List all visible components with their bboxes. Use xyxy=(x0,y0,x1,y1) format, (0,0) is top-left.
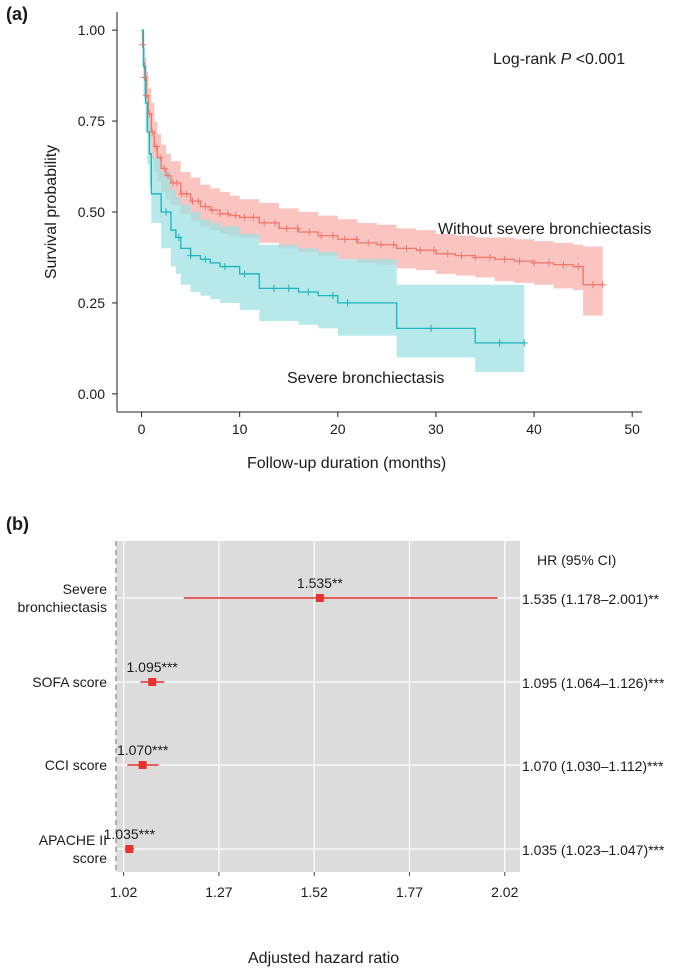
row-label-line: CCI score xyxy=(45,757,107,773)
hr-point xyxy=(125,845,134,853)
series-label-without-severe: Without severe bronchiectasis xyxy=(438,221,651,238)
row-label: CCI score xyxy=(45,757,107,773)
x-tick-label: 0 xyxy=(138,421,146,437)
row-label-line: score xyxy=(73,850,107,866)
y-tick-label: 1.00 xyxy=(78,22,105,38)
y-axis-title: Survival probability xyxy=(43,145,60,279)
forest-row: 1.035***APACHE II score 1.035 (1.023–1.047… xyxy=(39,826,665,866)
row-label: Severe bronchiectasis xyxy=(18,581,108,615)
x-tick-label: 30 xyxy=(428,421,444,437)
ci-band-severe-bronchiectasis xyxy=(141,30,525,372)
row-label-line: bronchiectasis xyxy=(18,599,108,615)
x-axis-title: Follow-up duration (months) xyxy=(247,455,446,472)
log-rank-prefix: Log-rank xyxy=(493,51,561,68)
forest-row: 1.095*** SOFA score 1.095 (1.064–1.126)*** xyxy=(32,659,665,691)
hr-point-label: 1.095*** xyxy=(127,659,179,675)
hr-ci-header: HR (95% CI) xyxy=(537,552,616,568)
hr-point xyxy=(148,678,157,686)
hr-ci-text: 1.095 (1.064–1.126)*** xyxy=(522,675,665,691)
row-label: APACHE II score xyxy=(39,832,107,866)
y-tick-label: 0.75 xyxy=(78,113,105,129)
y-tick-label: 0.25 xyxy=(78,295,105,311)
x-tick-label: 20 xyxy=(330,421,346,437)
km-curve-severe-bronchiectasis xyxy=(141,29,525,344)
panel-b: (b) 1.535** Severe bronchiectasis 1.535 (1.… xyxy=(6,514,665,967)
hr-point-label: 1.035*** xyxy=(104,826,156,842)
panel-b-label: (b) xyxy=(6,514,29,534)
forest-row: 1.070*** CCI score 1.070 (1.030–1.112)*** xyxy=(45,742,664,774)
forest-rows: 1.535** Severe bronchiectasis 1.535 (1.178–… xyxy=(18,575,665,866)
x-tick-label: 40 xyxy=(526,421,542,437)
forest-x-tick-label: 1.27 xyxy=(205,884,232,900)
hr-ci-text: 1.535 (1.178–2.001)** xyxy=(522,591,660,607)
hr-ci-text: 1.035 (1.023–1.047)*** xyxy=(522,842,665,858)
series-label-severe: Severe bronchiectasis xyxy=(287,370,444,387)
log-rank-annotation: Log-rank P <0.001 xyxy=(493,51,625,68)
forest-x-tick-label: 1.52 xyxy=(301,884,328,900)
row-label-line: APACHE II xyxy=(39,832,107,848)
hr-ci-text: 1.070 (1.030–1.112)*** xyxy=(522,758,664,774)
forest-ticks: 1.02 1.27 1.52 1.77 2.02 xyxy=(110,872,519,900)
forest-x-axis-title: Adjusted hazard ratio xyxy=(248,950,399,967)
log-rank-p: P xyxy=(561,51,572,68)
hr-point xyxy=(315,594,324,602)
y-tick-label: 0.50 xyxy=(78,204,105,220)
panel-a: (a) 0 10 20 30 40 50 0.00 0.25 0.50 0.75 1.00 Foll… xyxy=(6,4,651,472)
km-censor-marks xyxy=(139,41,607,347)
km-confidence-bands xyxy=(141,30,603,372)
forest-row: 1.535** Severe bronchiectasis 1.535 (1.178–… xyxy=(18,575,660,615)
log-rank-value: <0.001 xyxy=(571,51,625,68)
forest-x-tick-label: 2.02 xyxy=(491,884,518,900)
forest-gridlines xyxy=(115,541,520,872)
hr-point xyxy=(138,761,147,769)
ci-band-without-severe-bronchiectasis xyxy=(141,30,603,316)
x-tick-label: 50 xyxy=(624,421,640,437)
row-label-line: SOFA score xyxy=(32,674,107,690)
hr-point-label: 1.535** xyxy=(297,575,343,591)
km-ticks: 0 10 20 30 40 50 0.00 0.25 0.50 0.75 1.00 xyxy=(78,22,640,437)
y-tick-label: 0.00 xyxy=(78,386,105,402)
x-tick-label: 10 xyxy=(232,421,248,437)
forest-x-tick-label: 1.02 xyxy=(110,884,137,900)
forest-x-tick-label: 1.77 xyxy=(396,884,423,900)
panel-a-label: (a) xyxy=(6,4,28,24)
hr-point-label: 1.070*** xyxy=(117,742,169,758)
row-label-line: Severe xyxy=(63,581,108,597)
row-label: SOFA score xyxy=(32,674,107,690)
